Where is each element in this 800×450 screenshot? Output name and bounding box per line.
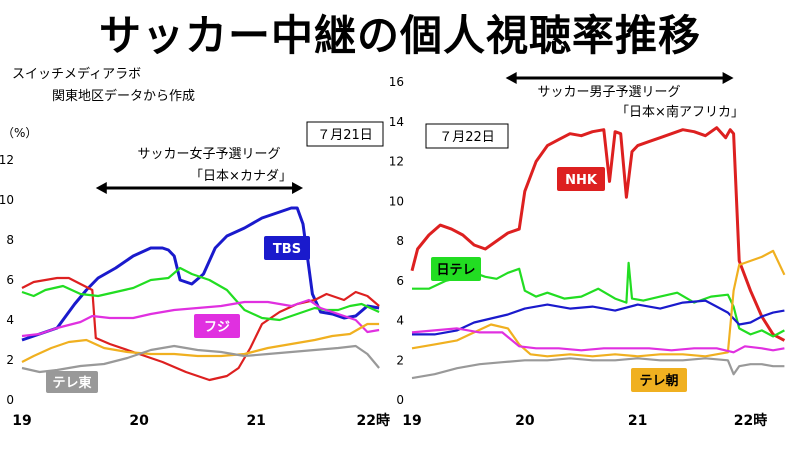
series-line-日テレ: [412, 261, 785, 338]
date-box: [425, 123, 509, 149]
series-line-NHK: [410, 126, 786, 342]
x-tick-label: 22時: [357, 412, 390, 429]
page-title: サッカー中継の個人視聴率推移: [98, 11, 701, 60]
series-line-テレ東: [21, 344, 380, 374]
y-tick-label: 2: [396, 353, 404, 367]
y-tick-label: 6: [6, 273, 14, 287]
x-tick-value: 21: [628, 413, 647, 429]
x-tick-value: 20: [515, 413, 535, 429]
series-line-テレ朝: [411, 249, 786, 358]
series-line-TBS: [21, 206, 380, 342]
chart-panel-jul22: 0 2 4 6 8 10 12 14 16 19 20 21 22時 ７月22日 サッカー男子予選リーグ「日…: [389, 72, 786, 429]
y-tick-label: 12: [0, 153, 14, 167]
arrow-head-left: [505, 72, 517, 84]
series-line-TBS: [412, 299, 785, 336]
y-tick-label: 12: [389, 155, 404, 169]
series-tag-label: テレ朝: [639, 373, 678, 389]
chart-panel-jul21: 0 2 4 6 8 10 12 19 20 21 22時 ７月21日サッカー女子予選リーグ「日本×カナ…: [0, 121, 390, 429]
x-tick-value: 20: [129, 413, 149, 429]
arrow-head-left: [95, 182, 107, 194]
y-tick-label: 8: [396, 234, 404, 248]
y-tick-label: 8: [6, 233, 14, 247]
date-box: [306, 121, 384, 147]
x-tick-label: 19: [12, 413, 31, 429]
series-line-テレ朝: [21, 322, 380, 363]
x-tick-value: 22: [734, 413, 753, 429]
series-tag-フジ: [194, 314, 240, 338]
arrow-head-right: [722, 72, 734, 84]
y-tick-label: 6: [396, 274, 404, 288]
y-tick-label: 4: [6, 313, 14, 327]
x-tick-label: 19: [402, 413, 421, 429]
series-tag-テレ東: [46, 371, 98, 393]
x-tick-hour-suffix: 時: [753, 412, 767, 429]
y-unit-label: （%）: [2, 126, 37, 140]
x-tick-hour-suffix: 時: [376, 412, 390, 429]
series-tag-NHK: [557, 167, 605, 191]
arrow-head-right: [292, 182, 304, 194]
x-tick-label: 20: [129, 413, 149, 429]
y-tick-label: 2: [6, 353, 14, 367]
y-tick-label: 16: [389, 75, 404, 89]
y-tick-label: 0: [6, 393, 14, 407]
series-line-フジ: [411, 327, 785, 354]
y-tick-label: 4: [396, 314, 404, 328]
series-line-NHK: [21, 276, 380, 382]
y-tick-label: 0: [396, 393, 404, 407]
y-tick-label: 10: [0, 193, 14, 207]
series-line-テレ東: [411, 357, 785, 380]
x-tick-label: 22時: [734, 412, 767, 429]
source-line-2: 関東地区データから作成: [52, 88, 195, 104]
date-label: ７月21日: [317, 128, 373, 143]
series-tag-label: TBS: [273, 242, 301, 257]
y-tick-label: 10: [389, 194, 404, 208]
series-tag-日テレ: [431, 257, 481, 281]
series-tag-label: フジ: [204, 320, 230, 335]
x-tick-label: 21: [628, 413, 647, 429]
y-tick-label: 14: [389, 115, 404, 129]
series-tag-TBS: [264, 236, 310, 260]
x-tick-label: 20: [515, 413, 535, 429]
match-annotation-line-2: 「日本×南アフリカ」: [616, 104, 744, 120]
series-line-フジ: [21, 298, 380, 338]
series-tag-label: NHK: [565, 173, 598, 188]
x-tick-value: 19: [402, 413, 421, 429]
match-annotation-line-1: サッカー男子予選リーグ: [537, 85, 680, 100]
series-tag-label: テレ東: [52, 375, 91, 391]
match-annotation-line-2: 「日本×カナダ」: [190, 169, 292, 184]
series-tag-label: 日テレ: [436, 263, 475, 278]
series-tag-テレ朝: [631, 368, 687, 392]
x-tick-value: 22: [357, 413, 376, 429]
match-annotation-line-1: サッカー女子予選リーグ: [137, 146, 280, 162]
source-line-1: スイッチメディアラボ: [12, 66, 141, 82]
x-tick-value: 21: [246, 413, 265, 429]
date-label: ７月22日: [439, 130, 495, 145]
x-tick-value: 19: [12, 413, 31, 429]
x-tick-label: 21: [246, 413, 265, 429]
